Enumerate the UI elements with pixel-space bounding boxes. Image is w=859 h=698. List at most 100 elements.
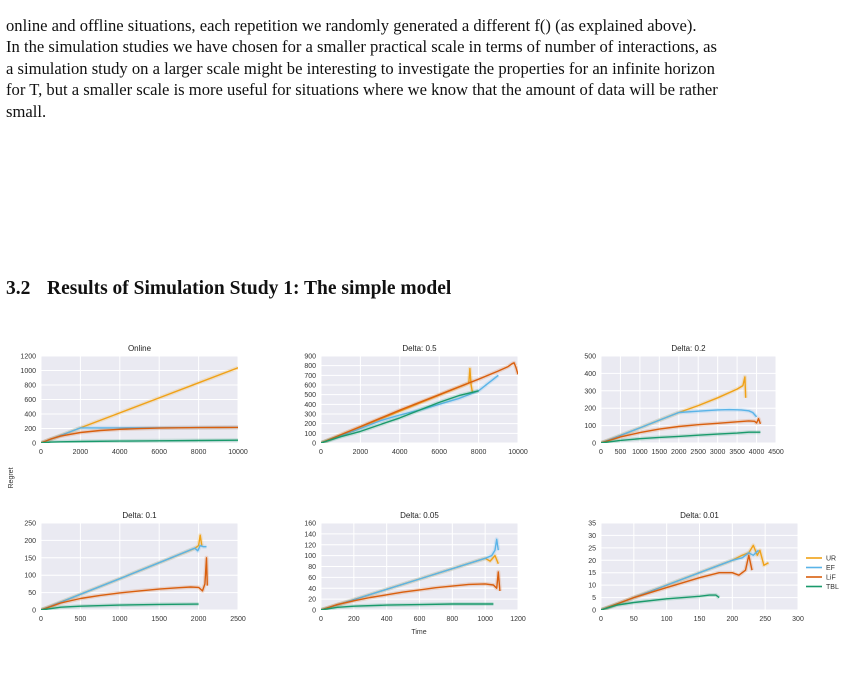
legend-label-tbl: TBL (826, 584, 839, 591)
x-tick-label: 500 (615, 449, 627, 456)
y-tick-label: 150 (24, 555, 36, 562)
y-tick-label: 30 (588, 533, 596, 540)
x-tick-label: 150 (694, 616, 706, 623)
x-tick-label: 8000 (191, 449, 207, 456)
y-tick-label: 300 (304, 412, 316, 419)
series-line-lif (41, 557, 208, 610)
x-tick-label: 0 (319, 449, 323, 456)
x-tick-label: 1000 (477, 616, 493, 623)
y-tick-label: 0 (312, 441, 316, 448)
y-tick-label: 800 (304, 363, 316, 370)
x-tick-label: 800 (446, 616, 458, 623)
y-tick-label: 200 (304, 421, 316, 428)
series-group (601, 543, 770, 610)
y-tick-label: 250 (24, 521, 36, 528)
x-tick-label: 2500 (690, 449, 706, 456)
paragraph-line: a simulation study on a larger scale mig… (6, 58, 715, 78)
x-tick-label: 200 (726, 616, 738, 623)
series-line-tbl (601, 431, 761, 443)
y-tick-label: 1200 (20, 354, 36, 361)
y-tick-label: 200 (584, 406, 596, 413)
x-tick-label: 4000 (112, 449, 128, 456)
section-number: 3.2 (6, 278, 31, 299)
chart-panel: 0 20 40 60 80 100 120 140 160 0 200 400 600 800 1000 12… (304, 511, 526, 623)
y-tick-label: 10 (588, 583, 596, 590)
y-tick-label: 5 (592, 595, 596, 602)
chart-panel: 0 100 200 300 400 500 600 700 800 900 0 2000 4000 600… (304, 344, 528, 456)
x-tick-label: 1500 (652, 449, 668, 456)
x-tick-label: 4000 (392, 449, 408, 456)
y-tick-label: 400 (24, 412, 36, 419)
legend-label-ef: EF (826, 565, 835, 572)
y-tick-label: 300 (584, 388, 596, 395)
chart-title: Delta: 0.2 (671, 344, 706, 353)
y-tick-label: 400 (584, 371, 596, 378)
y-tick-label: 500 (304, 392, 316, 399)
x-tick-label: 6000 (151, 449, 167, 456)
chart-title: Delta: 0.5 (402, 344, 437, 353)
series-line-tbl (41, 439, 238, 443)
legend-label-ur: UR (826, 556, 836, 563)
paragraph-line: In the simulation studies we have chosen… (6, 37, 717, 57)
x-tick-label: 400 (381, 616, 393, 623)
series-line-ef (321, 538, 499, 610)
body-paragraph: online and offline situations, each repe… (6, 15, 854, 122)
x-tick-label: 1000 (632, 449, 648, 456)
y-tick-label: 0 (592, 608, 596, 615)
x-tick-label: 4000 (749, 449, 765, 456)
paragraph-line: for T, but a smaller scale is more usefu… (6, 80, 718, 100)
y-tick-label: 400 (304, 402, 316, 409)
y-tick-label: 0 (32, 441, 36, 448)
y-tick-label: 120 (304, 542, 316, 549)
legend-label-lif: LiF (826, 575, 836, 582)
chart-title: Delta: 0.01 (680, 511, 719, 520)
series-group (321, 360, 518, 443)
x-tick-label: 8000 (471, 449, 487, 456)
series-group (601, 374, 763, 443)
paragraph-line: online and offline situations, each repe… (6, 16, 697, 35)
y-tick-label: 500 (584, 354, 596, 361)
series-line-lif (601, 554, 753, 610)
section-heading: 3.2 Results of Simulation Study 1: The si… (6, 278, 451, 300)
x-tick-label: 6000 (431, 449, 447, 456)
plot-area (41, 523, 238, 610)
y-tick-label: 20 (308, 597, 316, 604)
x-tick-label: 200 (348, 616, 360, 623)
y-tick-label: 100 (584, 423, 596, 430)
series-group (41, 533, 210, 610)
series-line-tbl (321, 603, 494, 610)
y-tick-label: 140 (304, 531, 316, 538)
x-tick-label: 0 (319, 616, 323, 623)
chart-panel: 0 5 10 15 20 25 30 35 0 50 100 150 200 250 300 Delta: 0… (588, 511, 804, 623)
x-tick-label: 2000 (73, 449, 89, 456)
y-tick-label: 200 (24, 538, 36, 545)
y-tick-label: 20 (588, 558, 596, 565)
series-group (41, 365, 238, 443)
section-title: Results of Simulation Study 1: The simpl… (47, 278, 452, 299)
y-tick-label: 100 (304, 431, 316, 438)
y-tick-label: 100 (24, 573, 36, 580)
series-line-lif (601, 417, 762, 443)
y-axis-label: Regret (8, 467, 15, 488)
y-tick-label: 50 (28, 590, 36, 597)
x-tick-label: 10000 (508, 449, 528, 456)
y-tick-label: 200 (24, 426, 36, 433)
x-tick-label: 600 (414, 616, 426, 623)
y-tick-label: 700 (304, 373, 316, 380)
chart-title: Delta: 0.1 (122, 511, 157, 520)
y-tick-label: 800 (24, 383, 36, 390)
y-tick-label: 35 (588, 521, 596, 528)
chart-panel: 0 200 400 600 800 1000 1200 0 2000 4000 6000 8000 10… (20, 344, 247, 456)
y-tick-label: 160 (304, 521, 316, 528)
x-tick-label: 2000 (191, 616, 207, 623)
series-line-tbl (601, 594, 720, 610)
x-tick-label: 100 (661, 616, 673, 623)
series-line-ef (601, 549, 760, 610)
y-tick-label: 600 (304, 383, 316, 390)
x-tick-label: 0 (39, 449, 43, 456)
y-tick-label: 0 (312, 608, 316, 615)
chart-title: Online (128, 344, 152, 353)
x-tick-label: 2000 (671, 449, 687, 456)
